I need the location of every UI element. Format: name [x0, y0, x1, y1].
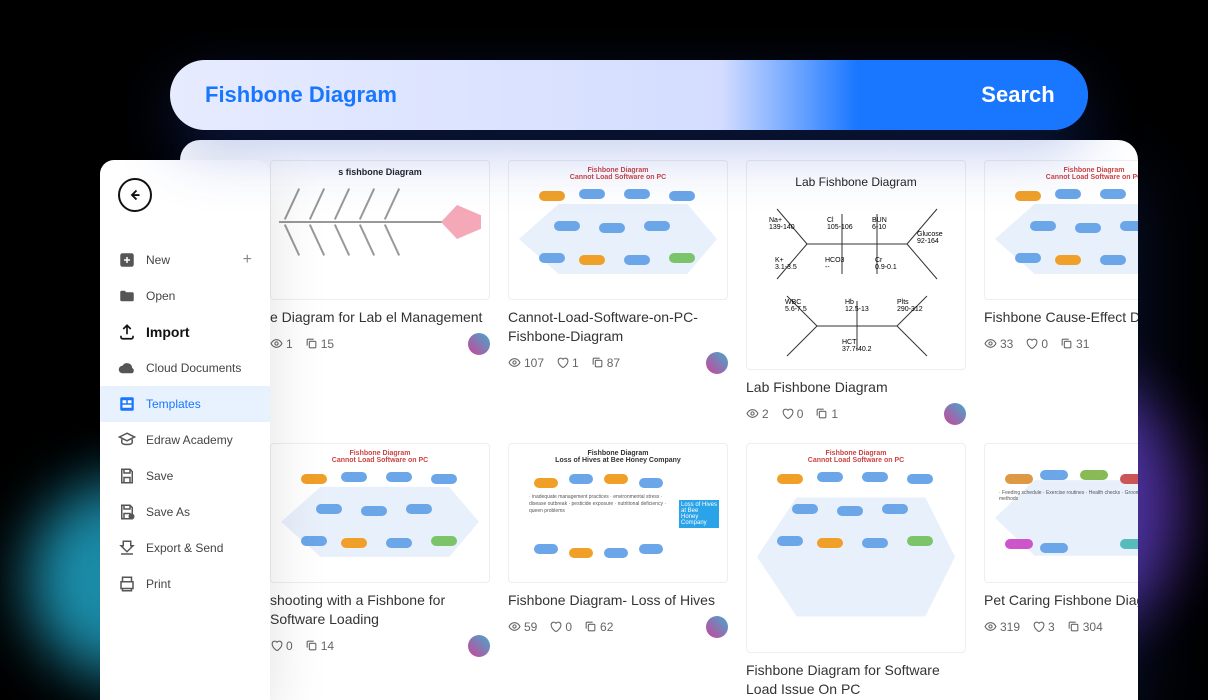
- sidebar-item-label: Open: [146, 289, 175, 303]
- likes-count: 0: [270, 639, 293, 653]
- export-icon: [118, 539, 136, 557]
- cap-icon: [118, 431, 136, 449]
- disk-icon: [118, 467, 136, 485]
- template-thumbnail[interactable]: s fishbone Diagram: [270, 160, 490, 300]
- copies-count: 1: [815, 407, 838, 421]
- likes-count: 0: [781, 407, 804, 421]
- sidebar-item-label: Edraw Academy: [146, 433, 233, 447]
- card-meta: 0 14: [270, 635, 490, 657]
- sidebar-item-export-send[interactable]: Export & Send: [100, 530, 270, 566]
- copies-count: 31: [1060, 337, 1089, 351]
- print-icon: [118, 575, 136, 593]
- views-count: 2: [746, 407, 769, 421]
- template-thumbnail[interactable]: Fishbone DiagramCannot Load Software on …: [984, 160, 1138, 300]
- template-title: Fishbone Cause-Effect Di: [984, 308, 1138, 327]
- likes-count: 0: [1025, 337, 1048, 351]
- sidebar-item-label: Print: [146, 577, 171, 591]
- copies-count: 304: [1067, 620, 1103, 634]
- likes-count: 1: [556, 356, 579, 370]
- sidebar-item-edraw-academy[interactable]: Edraw Academy: [100, 422, 270, 458]
- sidebar-item-label: Import: [146, 324, 190, 340]
- template-thumbnail[interactable]: Fishbone DiagramCannot Load Software on …: [746, 443, 966, 653]
- author-avatar[interactable]: [468, 635, 490, 657]
- author-avatar[interactable]: [944, 403, 966, 425]
- search-input[interactable]: Fishbone Diagram: [205, 82, 948, 108]
- sidebar-item-label: Cloud Documents: [146, 361, 241, 375]
- sidebar-item-save[interactable]: Save: [100, 458, 270, 494]
- sidebar: New + Open Import Cloud Documents Templat…: [100, 160, 270, 700]
- likes-count: 3: [1032, 620, 1055, 634]
- card-meta: 319 3 304: [984, 616, 1138, 638]
- disk-as-icon: [118, 503, 136, 521]
- sidebar-item-label: New: [146, 253, 170, 267]
- search-bar: Fishbone Diagram Search: [170, 60, 1088, 130]
- template-thumbnail[interactable]: · Feeding schedule · Exercise routines ·…: [984, 443, 1138, 583]
- template-thumbnail[interactable]: Lab Fishbone Diagram Na+139-140 Cl105-10…: [746, 160, 966, 370]
- card-meta: 33 0 31: [984, 333, 1138, 355]
- template-card[interactable]: Fishbone DiagramCannot Load Software on …: [508, 160, 728, 425]
- add-icon[interactable]: +: [243, 251, 252, 269]
- sidebar-item-print[interactable]: Print: [100, 566, 270, 602]
- sidebar-item-label: Save As: [146, 505, 190, 519]
- template-gallery: s fishbone Diagram e Diagram for Lab el …: [270, 160, 1138, 700]
- template-title: Lab Fishbone Diagram: [746, 378, 966, 397]
- template-title: Fishbone Diagram for Software Load Issue…: [746, 661, 966, 699]
- copies-count: 87: [591, 356, 620, 370]
- plus-square-icon: [118, 251, 136, 269]
- template-title: Pet Caring Fishbone Diag: [984, 591, 1138, 610]
- template-card[interactable]: s fishbone Diagram e Diagram for Lab el …: [270, 160, 490, 425]
- template-icon: [118, 395, 136, 413]
- likes-count: 0: [549, 620, 572, 634]
- copies-count: 15: [305, 337, 334, 351]
- sidebar-item-import[interactable]: Import: [100, 314, 270, 350]
- template-thumbnail[interactable]: Fishbone DiagramCannot Load Software on …: [508, 160, 728, 300]
- template-card[interactable]: Fishbone DiagramLoss of Hives at Bee Hon…: [508, 443, 728, 699]
- template-thumbnail[interactable]: Fishbone DiagramLoss of Hives at Bee Hon…: [508, 443, 728, 583]
- template-title: Fishbone Diagram- Loss of Hives: [508, 591, 728, 610]
- sidebar-item-new[interactable]: New +: [100, 242, 270, 278]
- arrow-left-icon: [126, 186, 144, 204]
- template-title: shooting with a Fishbone for Software Lo…: [270, 591, 490, 629]
- views-count: 107: [508, 356, 544, 370]
- cloud-icon: [118, 359, 136, 377]
- copies-count: 62: [584, 620, 613, 634]
- author-avatar[interactable]: [468, 333, 490, 355]
- author-avatar[interactable]: [706, 616, 728, 638]
- card-meta: 201: [746, 403, 966, 425]
- views-count: 1: [270, 337, 293, 351]
- template-card[interactable]: · Feeding schedule · Exercise routines ·…: [984, 443, 1138, 699]
- template-card[interactable]: Fishbone DiagramCannot Load Software on …: [984, 160, 1138, 425]
- sidebar-item-label: Templates: [146, 397, 201, 411]
- card-meta: 1 15: [270, 333, 490, 355]
- author-avatar[interactable]: [706, 352, 728, 374]
- card-meta: 107 1 87: [508, 352, 728, 374]
- sidebar-item-templates[interactable]: Templates: [100, 386, 270, 422]
- upload-icon: [118, 323, 136, 341]
- sidebar-item-save-as[interactable]: Save As: [100, 494, 270, 530]
- card-meta: 59 0 62: [508, 616, 728, 638]
- template-title: e Diagram for Lab el Management: [270, 308, 490, 327]
- template-card[interactable]: Lab Fishbone Diagram Na+139-140 Cl105-10…: [746, 160, 966, 425]
- template-thumbnail[interactable]: Fishbone DiagramCannot Load Software on …: [270, 443, 490, 583]
- template-title: Cannot-Load-Software-on-PC-Fishbone-Diag…: [508, 308, 728, 346]
- views-count: 33: [984, 337, 1013, 351]
- template-card[interactable]: Fishbone DiagramCannot Load Software on …: [270, 443, 490, 699]
- views-count: 59: [508, 620, 537, 634]
- sidebar-item-label: Save: [146, 469, 173, 483]
- search-button[interactable]: Search: [948, 60, 1088, 130]
- sidebar-item-cloud-documents[interactable]: Cloud Documents: [100, 350, 270, 386]
- back-button[interactable]: [118, 178, 152, 212]
- copies-count: 14: [305, 639, 334, 653]
- views-count: 319: [984, 620, 1020, 634]
- sidebar-item-label: Export & Send: [146, 541, 223, 555]
- template-card[interactable]: Fishbone DiagramCannot Load Software on …: [746, 443, 966, 699]
- main-window: s fishbone Diagram e Diagram for Lab el …: [180, 140, 1138, 700]
- folder-icon: [118, 287, 136, 305]
- sidebar-item-open[interactable]: Open: [100, 278, 270, 314]
